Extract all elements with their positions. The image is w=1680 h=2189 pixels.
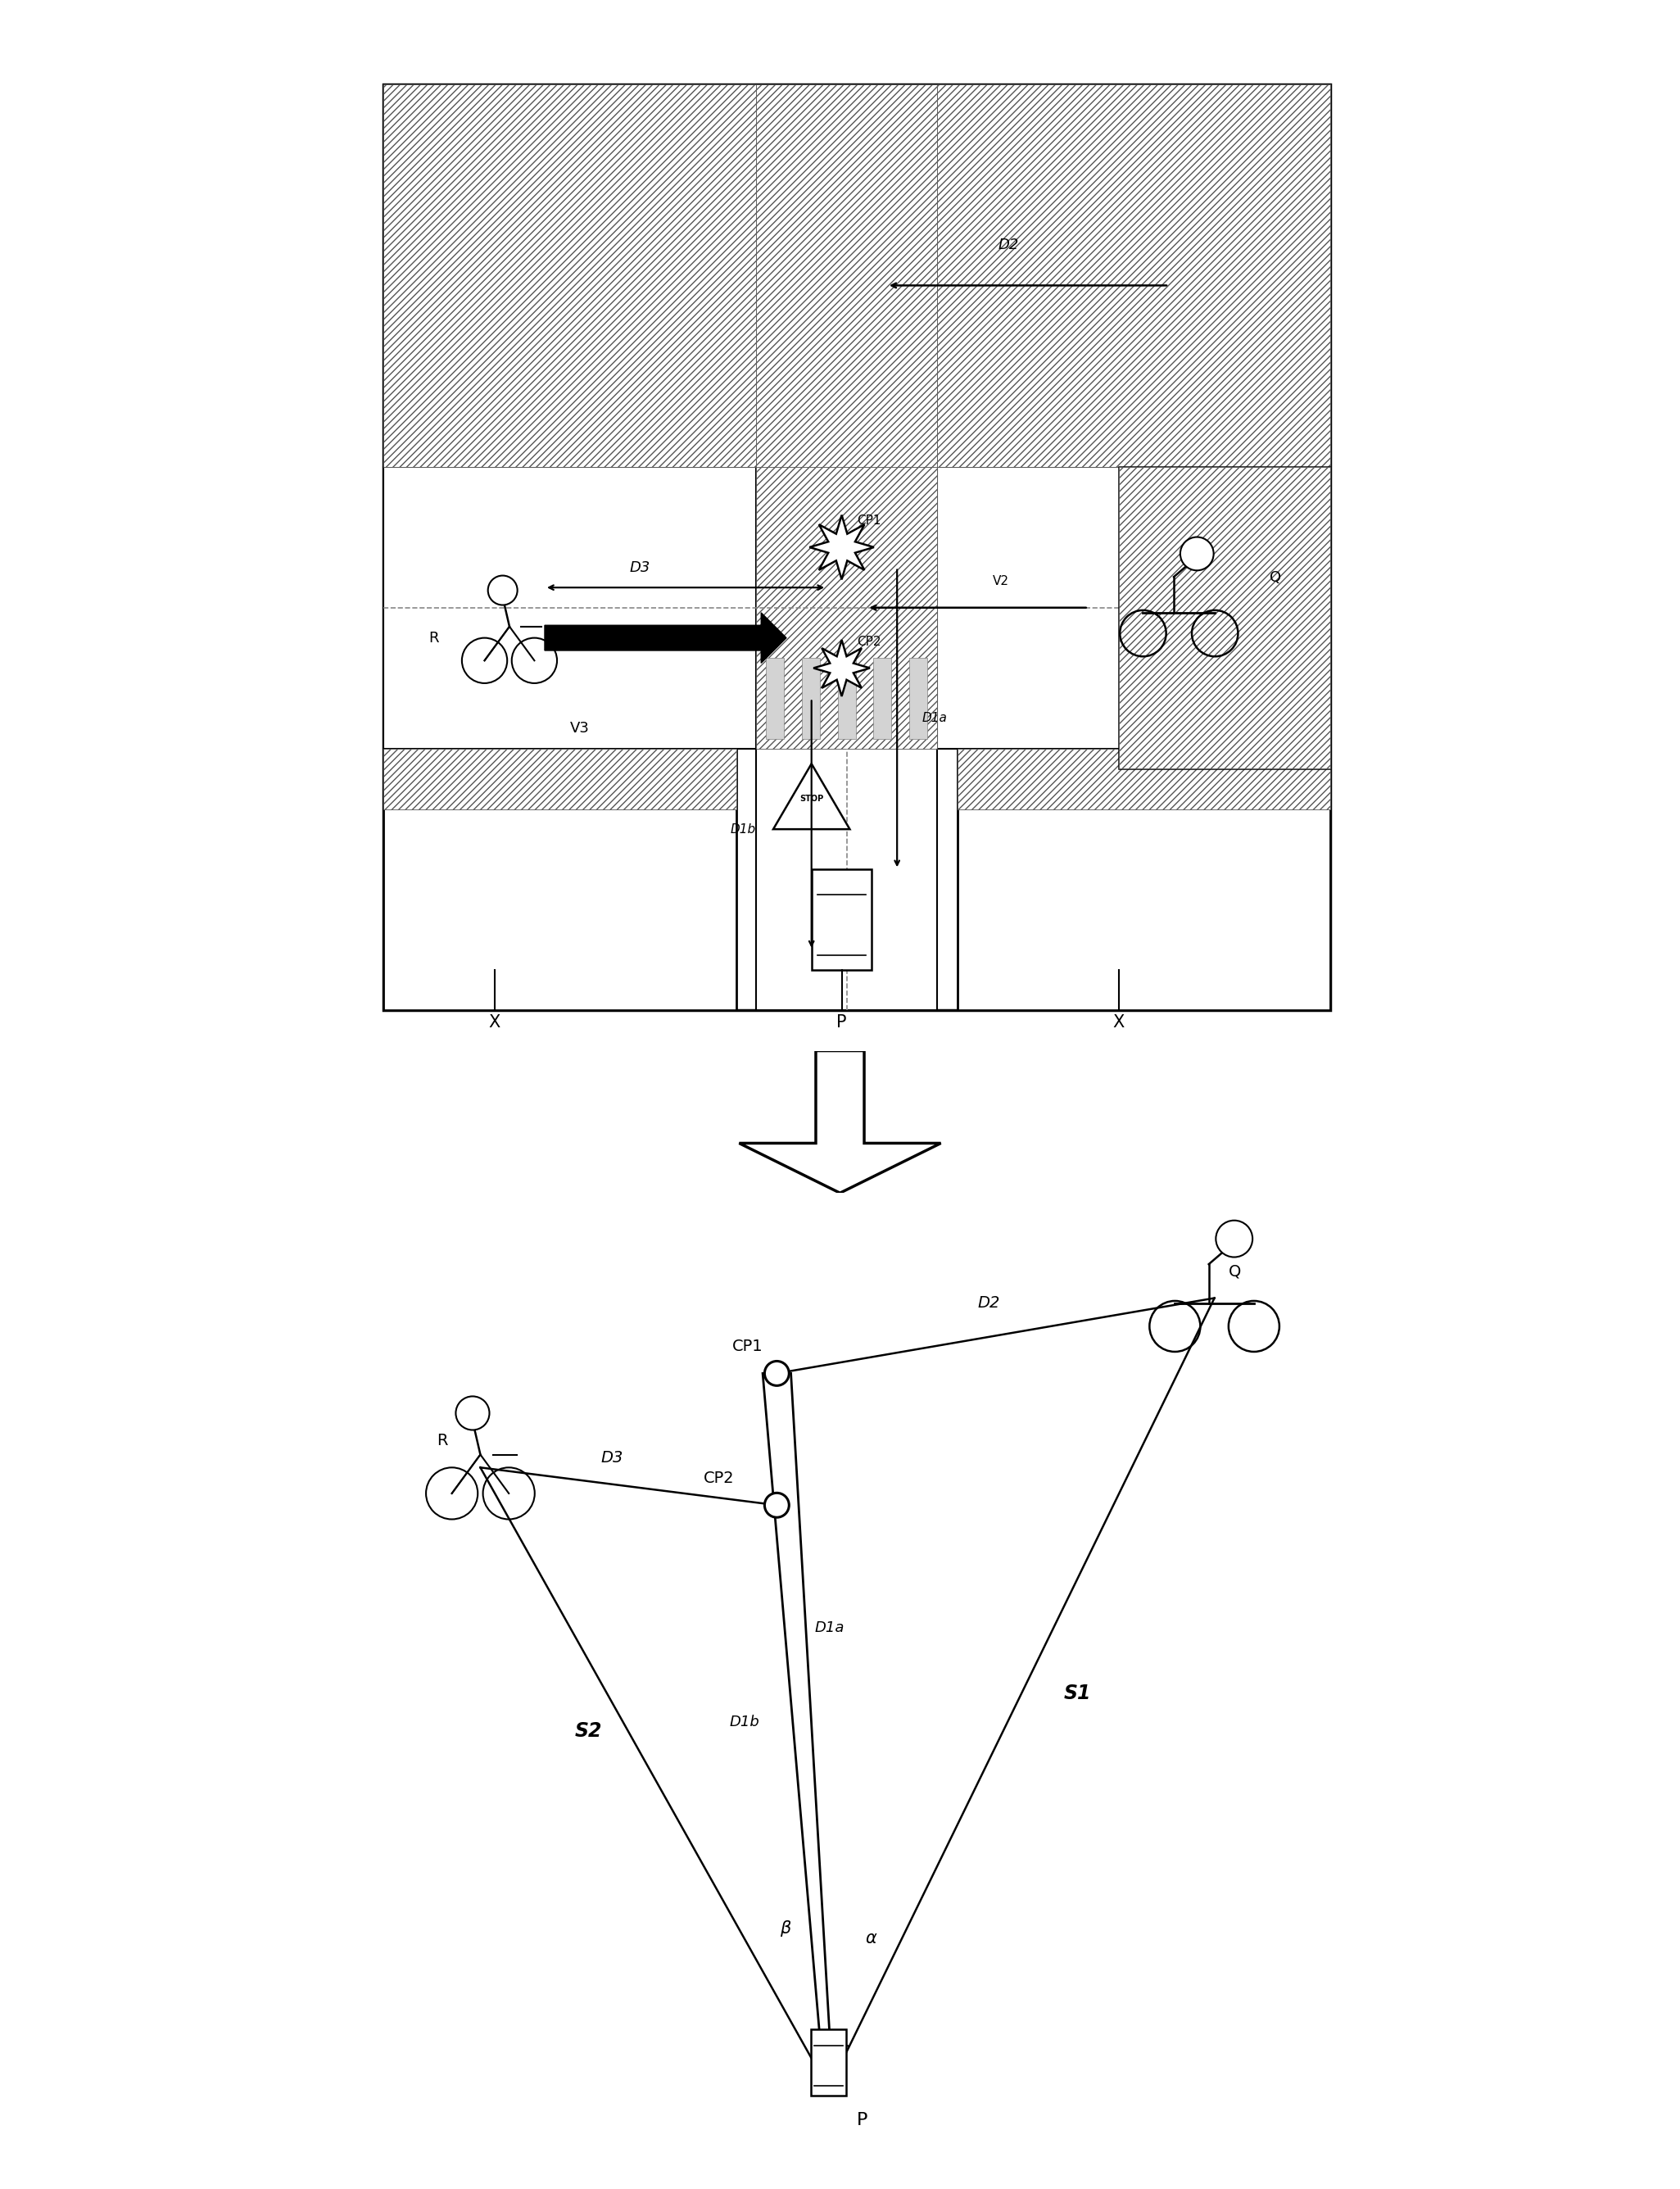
Polygon shape bbox=[801, 659, 820, 738]
Text: D1b: D1b bbox=[729, 1714, 759, 1729]
Text: R: R bbox=[428, 630, 438, 646]
Text: D1b: D1b bbox=[731, 823, 756, 836]
Polygon shape bbox=[383, 83, 1331, 1011]
Text: P: P bbox=[837, 1014, 847, 1031]
Text: D2: D2 bbox=[978, 1296, 1000, 1311]
Text: D1a: D1a bbox=[815, 1620, 845, 1635]
Polygon shape bbox=[1119, 466, 1331, 768]
Text: $\beta$: $\beta$ bbox=[780, 1920, 793, 1939]
Text: D2: D2 bbox=[998, 239, 1018, 252]
Text: P: P bbox=[857, 2112, 869, 2128]
Polygon shape bbox=[766, 659, 785, 738]
Polygon shape bbox=[383, 749, 736, 1011]
Text: Q: Q bbox=[1228, 1263, 1242, 1278]
Text: D3: D3 bbox=[601, 1451, 623, 1467]
Text: CP2: CP2 bbox=[704, 1471, 734, 1486]
Polygon shape bbox=[909, 659, 927, 738]
Circle shape bbox=[764, 1493, 790, 1517]
Text: V3: V3 bbox=[570, 720, 590, 736]
Circle shape bbox=[1216, 1221, 1253, 1256]
Text: X: X bbox=[489, 1014, 501, 1031]
FancyArrow shape bbox=[544, 613, 786, 663]
Circle shape bbox=[764, 1362, 790, 1386]
Polygon shape bbox=[958, 749, 1331, 810]
Polygon shape bbox=[811, 2029, 847, 2095]
Text: STOP: STOP bbox=[800, 795, 823, 803]
Text: D3: D3 bbox=[630, 560, 650, 576]
Polygon shape bbox=[811, 869, 872, 970]
Polygon shape bbox=[756, 466, 937, 749]
Polygon shape bbox=[383, 83, 756, 466]
Text: V2: V2 bbox=[993, 576, 1010, 587]
Polygon shape bbox=[874, 659, 892, 738]
Text: CP2: CP2 bbox=[857, 635, 880, 648]
Polygon shape bbox=[383, 83, 1331, 466]
Polygon shape bbox=[383, 749, 736, 810]
Text: CP1: CP1 bbox=[857, 514, 880, 528]
Polygon shape bbox=[773, 764, 850, 830]
Polygon shape bbox=[739, 1051, 941, 1193]
Polygon shape bbox=[756, 83, 937, 1011]
Polygon shape bbox=[1119, 466, 1331, 768]
Text: S1: S1 bbox=[1063, 1683, 1092, 1703]
Polygon shape bbox=[838, 659, 855, 738]
Polygon shape bbox=[958, 749, 1331, 1011]
Polygon shape bbox=[383, 466, 1331, 749]
Text: D1a: D1a bbox=[922, 711, 948, 725]
Circle shape bbox=[1181, 536, 1213, 571]
Circle shape bbox=[455, 1397, 489, 1429]
Polygon shape bbox=[813, 639, 870, 696]
Text: X: X bbox=[1112, 1014, 1124, 1031]
Circle shape bbox=[487, 576, 517, 604]
Text: S2: S2 bbox=[575, 1721, 603, 1740]
Polygon shape bbox=[810, 514, 874, 580]
Text: R: R bbox=[437, 1434, 447, 1449]
Text: Q: Q bbox=[1270, 569, 1282, 584]
Text: CP1: CP1 bbox=[732, 1340, 763, 1355]
Polygon shape bbox=[937, 83, 1331, 466]
Text: $\alpha$: $\alpha$ bbox=[865, 1931, 877, 1946]
Polygon shape bbox=[756, 83, 937, 466]
